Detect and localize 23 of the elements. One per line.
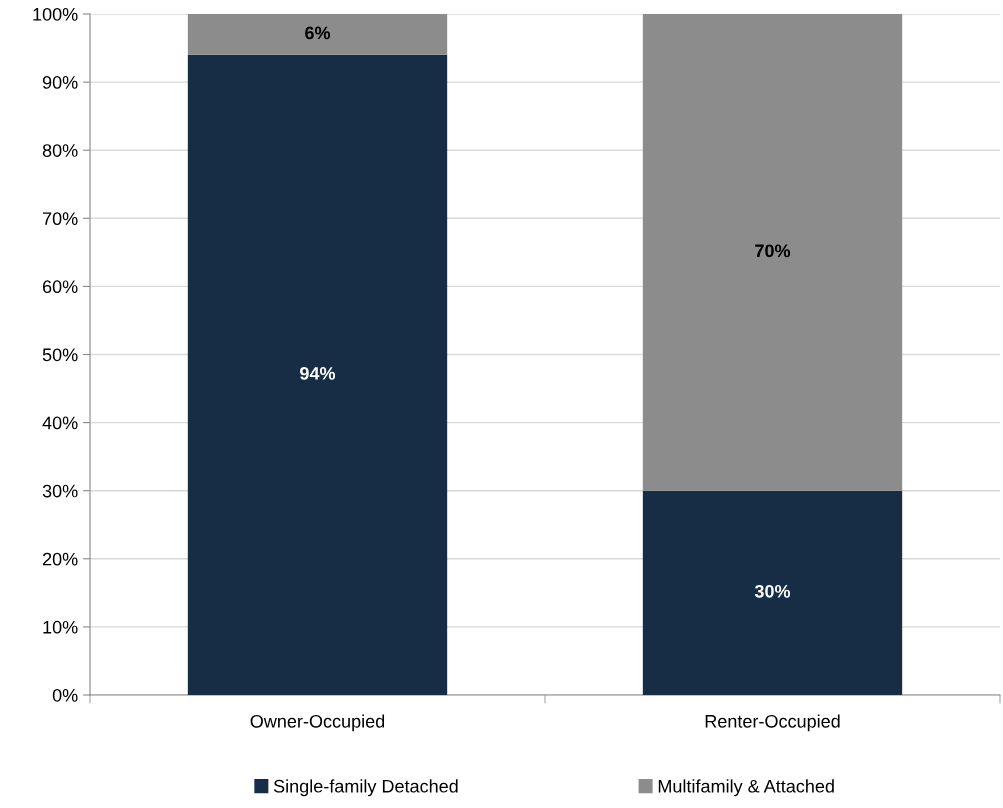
y-tick-label: 80% xyxy=(42,144,78,157)
data-label: 70% xyxy=(755,244,791,258)
y-tick-label: 100% xyxy=(33,7,78,21)
x-tick-label: Renter-Occupied xyxy=(705,714,840,732)
data-label: 94% xyxy=(300,366,336,380)
bar xyxy=(187,54,448,695)
y-tick-label: 20% xyxy=(42,552,78,566)
y-tick-label: 70% xyxy=(42,212,78,226)
y-tick-label: 10% xyxy=(43,620,78,634)
y-tick-label: 40% xyxy=(42,416,78,430)
data-label: 6% xyxy=(305,26,331,40)
x-tick-label: Owner-Occupied xyxy=(250,714,385,732)
legend-label: Multifamily & Attached xyxy=(658,779,834,797)
y-tick-label: 0% xyxy=(52,688,78,702)
bar xyxy=(642,490,903,695)
y-tick-label: 50% xyxy=(42,348,78,362)
y-tick-label: 90% xyxy=(42,76,78,89)
y-tick-label: 60% xyxy=(42,280,78,294)
bar xyxy=(642,14,903,491)
legend-label: Single-family Detached xyxy=(273,779,458,797)
data-label: 30% xyxy=(754,584,791,598)
bar xyxy=(187,14,448,55)
y-tick-label: 30% xyxy=(42,484,78,498)
